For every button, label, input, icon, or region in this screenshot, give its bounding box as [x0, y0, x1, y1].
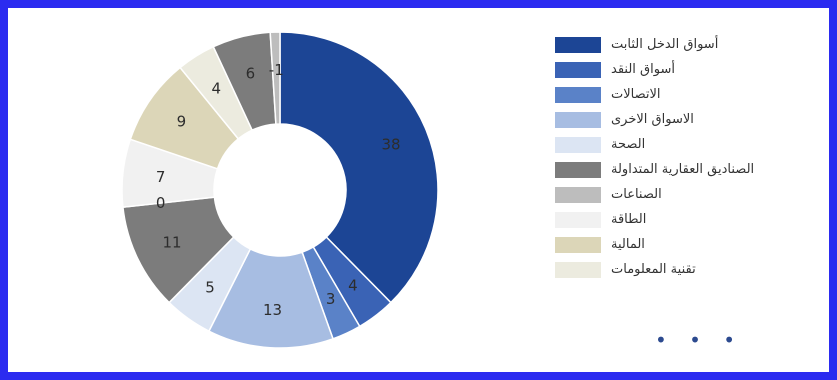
slice-value-label: 3 — [326, 290, 336, 308]
legend-item-information-technology[interactable]: تقنية المعلومات — [555, 257, 805, 282]
legend-label: المالية — [611, 237, 645, 252]
legend-item-other-markets[interactable]: الاسواق الاخرى — [555, 107, 805, 132]
legend-swatch — [555, 261, 601, 278]
slice-value-label: 5 — [205, 279, 215, 297]
legend-swatch — [555, 186, 601, 203]
slice-value-label: 11 — [162, 233, 181, 251]
donut-slices — [121, 31, 439, 349]
legend-label: الصناديق العقارية المتداولة — [611, 162, 755, 177]
slice-value-label: -1 — [269, 61, 284, 79]
slice-value-label: 0 — [156, 194, 166, 212]
slice-value-label: 4 — [348, 276, 358, 294]
legend-label: الصناعات — [611, 187, 662, 202]
legend-item-reits[interactable]: الصناديق العقارية المتداولة — [555, 157, 805, 182]
legend-label: الصحة — [611, 137, 646, 152]
chart-legend: أسواق الدخل الثابت أسواق النقد الاتصالات… — [555, 32, 805, 282]
slice-value-label: 7 — [156, 168, 166, 186]
legend-swatch — [555, 61, 601, 78]
legend-label: أسواق النقد — [611, 62, 675, 77]
legend-swatch — [555, 136, 601, 153]
donut-slice[interactable] — [279, 31, 439, 304]
legend-swatch — [555, 211, 601, 228]
legend-item-fixed-income[interactable]: أسواق الدخل الثابت — [555, 32, 805, 57]
legend-item-industrials[interactable]: الصناعات — [555, 182, 805, 207]
slice-value-label: 38 — [381, 136, 400, 154]
legend-item-health[interactable]: الصحة — [555, 132, 805, 157]
slice-value-label: 13 — [263, 301, 282, 319]
legend-item-financials[interactable]: المالية — [555, 232, 805, 257]
legend-item-energy[interactable]: الطاقة — [555, 207, 805, 232]
slice-value-label: 9 — [177, 113, 187, 131]
legend-label: الاسواق الاخرى — [611, 112, 694, 127]
donut-slice[interactable] — [269, 31, 281, 125]
slice-value-label: 4 — [211, 79, 221, 97]
legend-item-money-markets[interactable]: أسواق النقد — [555, 57, 805, 82]
legend-item-telecom[interactable]: الاتصالات — [555, 82, 805, 107]
legend-swatch — [555, 161, 601, 178]
legend-more-button[interactable]: • • • — [655, 328, 744, 352]
slice-value-label: 6 — [246, 65, 256, 83]
legend-label: أسواق الدخل الثابت — [611, 37, 719, 52]
legend-swatch — [555, 236, 601, 253]
legend-label: الاتصالات — [611, 87, 661, 102]
legend-label: تقنية المعلومات — [611, 262, 696, 277]
legend-label: الطاقة — [611, 212, 647, 227]
legend-swatch — [555, 36, 601, 53]
legend-swatch — [555, 111, 601, 128]
donut-slice[interactable] — [207, 247, 334, 349]
legend-swatch — [555, 86, 601, 103]
